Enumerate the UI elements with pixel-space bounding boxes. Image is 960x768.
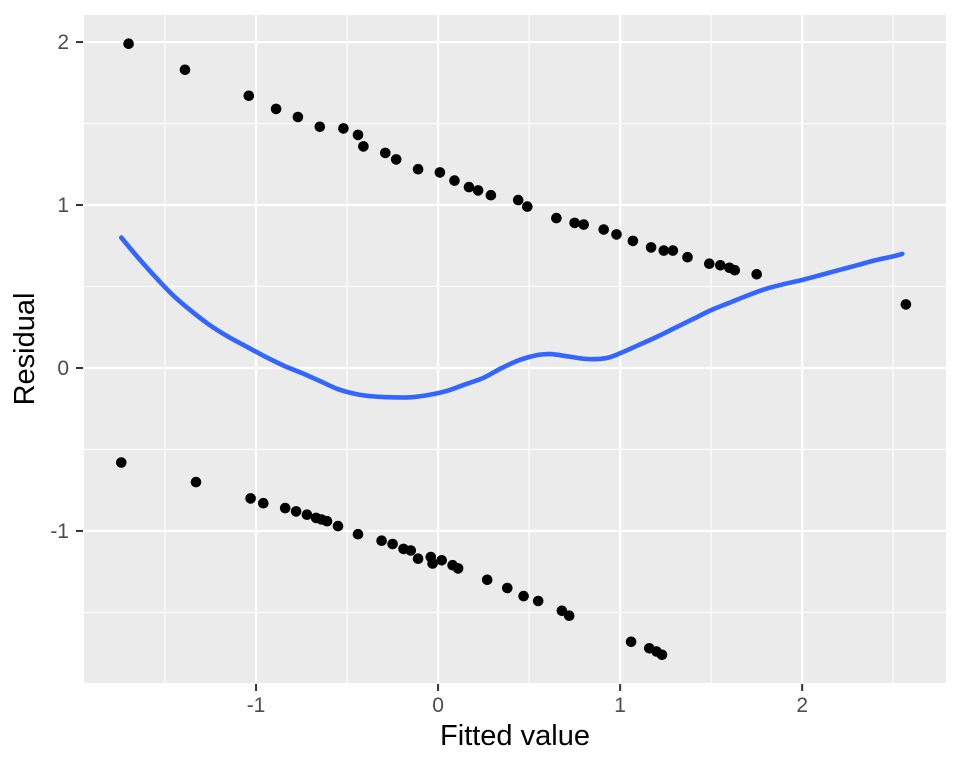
- scatter-point: [563, 610, 575, 621]
- scatter-point: [532, 595, 544, 607]
- scatter-point: [512, 194, 524, 206]
- scatter-point: [472, 185, 484, 196]
- scatter-point: [314, 121, 326, 133]
- scatter-point: [449, 175, 460, 186]
- scatter-point: [376, 535, 387, 546]
- scatter-point: [352, 528, 364, 540]
- scatter-point: [578, 219, 589, 230]
- scatter-point: [427, 558, 438, 569]
- y-axis-tick-label: 2: [57, 31, 69, 54]
- scatter-point: [627, 235, 639, 247]
- y-axis-title: Residual: [9, 293, 41, 406]
- scatter-point: [190, 476, 202, 488]
- scatter-point: [729, 264, 741, 276]
- scatter-point: [258, 497, 269, 509]
- plot-panel: [84, 15, 946, 683]
- scatter-point: [551, 212, 562, 224]
- y-axis-tick-label: 1: [57, 194, 69, 217]
- scatter-point: [625, 636, 637, 648]
- scatter-point: [900, 299, 912, 310]
- scatter-point: [245, 493, 256, 504]
- scatter-point: [434, 167, 446, 178]
- scatter-point: [452, 563, 464, 574]
- x-axis-tick-label: 0: [432, 694, 444, 717]
- scatter-point: [412, 163, 424, 175]
- scatter-point: [658, 245, 670, 256]
- x-axis-tick-label: -1: [247, 694, 266, 717]
- scatter-point: [292, 111, 304, 123]
- scatter-point: [569, 217, 580, 229]
- scatter-point: [611, 229, 622, 240]
- x-axis-tick-label: 2: [796, 694, 808, 717]
- scatter-point: [412, 553, 424, 564]
- scatter-point: [751, 269, 762, 280]
- scatter-point: [667, 245, 679, 256]
- scatter-point: [715, 260, 726, 271]
- scatter-point: [656, 649, 668, 661]
- scatter-point: [358, 141, 369, 152]
- scatter-point: [123, 38, 134, 49]
- scatter-point: [704, 258, 715, 270]
- scatter-point: [598, 224, 609, 235]
- scatter-point: [387, 538, 398, 550]
- x-axis-title: Fitted value: [440, 720, 590, 752]
- scatter-point: [463, 181, 475, 193]
- scatter-point: [502, 582, 513, 594]
- scatter-point: [390, 154, 402, 165]
- scatter-point: [485, 189, 497, 201]
- scatter-point: [522, 201, 533, 212]
- scatter-point: [290, 506, 302, 517]
- scatter-point: [279, 502, 291, 514]
- scatter-point: [332, 520, 344, 532]
- x-axis-tick-label: 1: [614, 694, 626, 717]
- scatter-point: [270, 103, 282, 115]
- scatter-point: [380, 147, 391, 159]
- scatter-point: [321, 515, 333, 527]
- scatter-point: [436, 555, 448, 566]
- scatter-point: [682, 251, 693, 263]
- scatter-point: [405, 545, 417, 556]
- scatter-point: [243, 90, 255, 102]
- scatter-point: [645, 242, 657, 253]
- scatter-point: [338, 123, 349, 134]
- scatter-point: [179, 64, 191, 76]
- smooth-loess-line: [119, 235, 905, 400]
- y-axis-tick-label: 0: [57, 357, 69, 380]
- scatter-point: [352, 129, 364, 141]
- scatter-point: [301, 509, 313, 520]
- scatter-point: [116, 457, 127, 468]
- scatter-point: [481, 574, 493, 586]
- scatter-point: [518, 590, 529, 602]
- y-axis-tick-label: -1: [50, 520, 69, 543]
